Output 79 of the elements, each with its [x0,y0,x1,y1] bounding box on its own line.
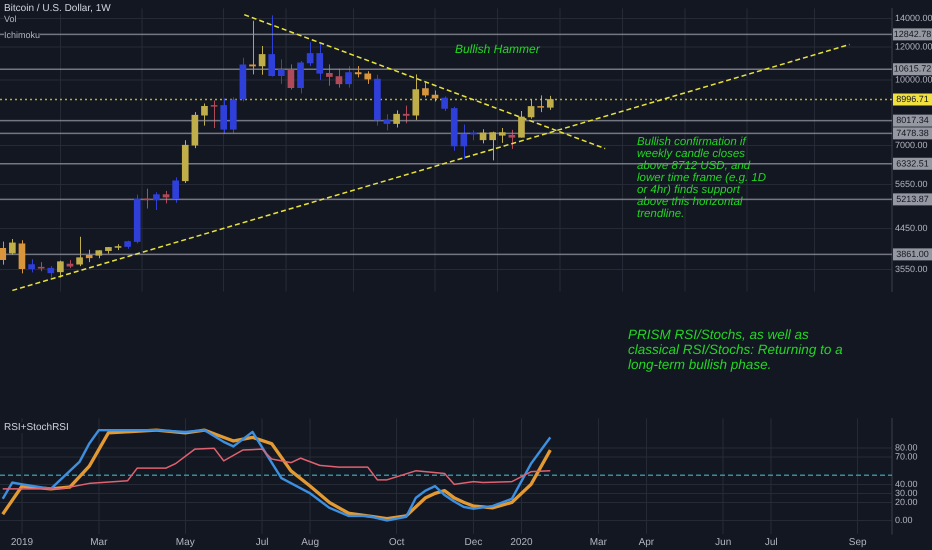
x-tick-label: Mar [90,536,108,548]
candlestick [201,103,208,126]
x-tick-label: Mar [590,536,608,548]
candlestick [278,58,285,84]
annotation: Ichimoku [4,30,40,40]
candlestick [422,82,429,98]
candlestick [460,124,468,160]
candlestick [489,131,496,161]
annotation: Bullish confirmation if weekly candle closes above 8712 USD, and lower time frame (e.g. 1D or 4hr) finds support above this horizontal trendline. [637,136,768,220]
chart-title: Bitcoin / U.S. Dollar, 1W [4,3,111,14]
candlestick [518,110,525,138]
candlestick [288,64,294,90]
candlestick [336,68,342,88]
candlestick [210,100,218,128]
x-tick-label: Apr [638,536,655,548]
candlestick [306,42,314,67]
candlestick [546,95,554,110]
y-tick-label: 3550.00 [895,264,928,274]
y-tick-label: 80.00 [895,442,918,453]
x-tick-label: May [176,536,195,548]
candlestick [441,96,448,112]
y-tick-label: 0.00 [895,514,913,525]
x-tick-label: Dec [464,536,482,548]
y-tick-label: 10000.00 [895,74,932,85]
ref-line-label: 8017.34 [896,115,929,126]
y-tick-label: 5650.00 [895,179,928,190]
annotation: Vol [4,14,17,24]
candlestick [47,266,54,278]
candlestick [384,114,390,131]
x-tick-label: Jul [256,536,269,548]
y-tick-label: 40.00 [895,478,918,489]
candlestick [498,128,506,144]
candlestick [258,46,266,76]
candlestick [432,90,438,102]
candlestick [480,128,486,144]
text: PRISM RSI/Stochs, as well as classical RSI/Stochs: Returning to a long-term bullish phase. [628,327,844,372]
ref-line-label: 7478.38 [896,128,929,138]
x-tick-label: Aug [301,536,320,548]
y-tick-label: 12000.00 [895,41,932,52]
candlestick [508,129,516,150]
ref-line-label: 3861.00 [896,248,929,259]
y-tick-label: 14000.00 [895,13,932,24]
y-tick-label: 70.00 [895,452,918,462]
candlestick [326,64,333,86]
ref-line-label: 5213.87 [896,194,929,204]
candlestick [364,70,372,84]
candlestick [172,176,179,204]
y-tick-label: 7000.00 [895,140,928,150]
candlestick [57,260,64,278]
candlestick [528,98,534,120]
candlestick [537,94,544,113]
candlestick [316,43,324,81]
candlestick [0,241,6,266]
candlestick [9,238,16,256]
ref-line-label: 12842.78 [894,28,932,39]
annotation: Bullish Hammer [455,42,540,56]
ref-line-label: 10615.72 [894,64,932,74]
x-tick-label: Jun [715,536,732,548]
x-tick-label: Jul [764,536,778,548]
candlestick [470,130,477,141]
candlestick [268,14,276,78]
x-tick-label: 2019 [10,536,34,548]
ref-line-label: 8996.71 [896,94,929,104]
x-tick-label: Oct [388,536,405,548]
candlestick [28,258,35,273]
candlestick [76,236,83,267]
y-tick-label: 20.00 [895,496,918,507]
candlestick [86,249,93,263]
ref-line-label: 6332.51 [896,158,929,168]
candlestick [345,66,352,88]
y-tick-label: 30.00 [895,488,918,498]
candlestick [162,190,170,204]
y-tick-label: 4450.00 [895,222,928,233]
x-tick-label: Sep [848,536,868,548]
candlestick [249,20,256,75]
candlestick [153,192,160,210]
chart-title: RSI+StochRSI [4,422,69,433]
x-tick-label: 2020 [510,536,534,548]
candlestick [393,110,400,128]
